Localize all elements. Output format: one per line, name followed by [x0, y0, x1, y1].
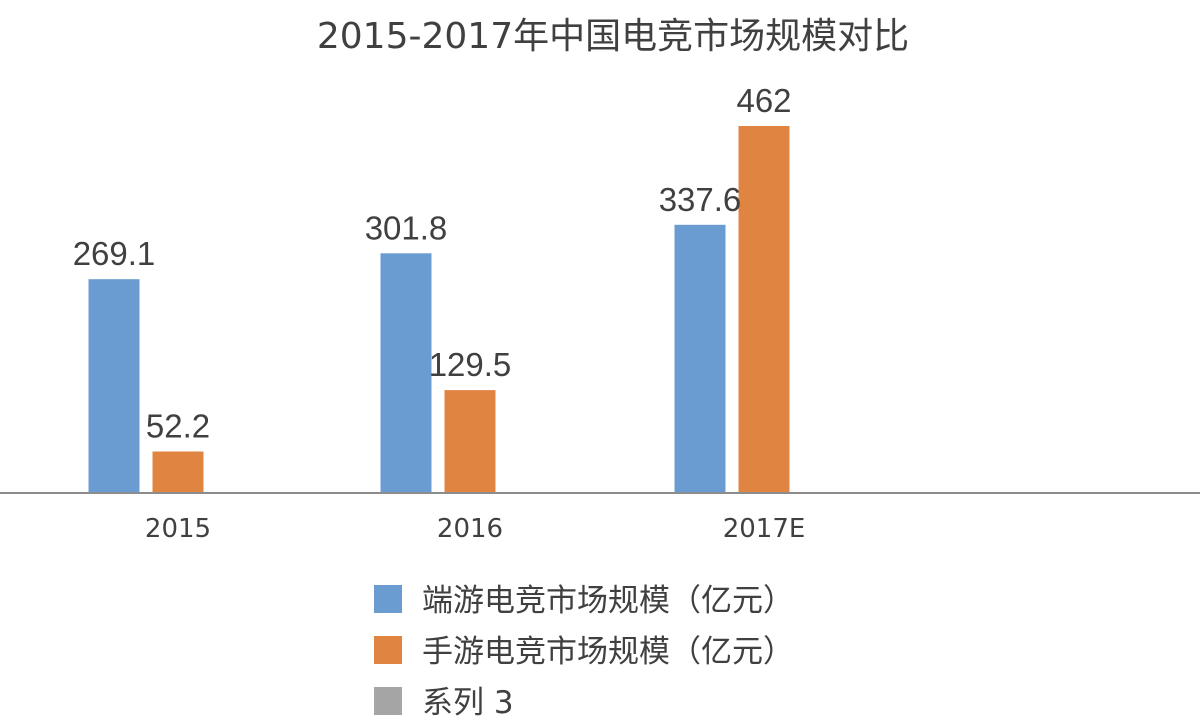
- bar-series2-2017E: [738, 126, 790, 493]
- x-tick-label-2016: 2016: [437, 514, 503, 544]
- data-label-series2-2017E: 462: [736, 82, 791, 119]
- chart-title: 2015-2017年中国电竞市场规模对比: [317, 16, 909, 57]
- legend-label-series3: 系列 3: [422, 685, 514, 721]
- bar-series1-2016: [380, 253, 432, 493]
- legend-swatch-series3: [374, 687, 402, 715]
- data-label-series1-2016: 301.8: [365, 209, 448, 246]
- bar-series1-2017E: [674, 224, 726, 494]
- x-tick-label-2017E: 2017E: [723, 514, 806, 544]
- legend-swatch-series1: [374, 585, 402, 613]
- legend: 端游电竞市场规模（亿元） 手游电竞市场规模（亿元） 系列 3: [374, 583, 794, 721]
- bar-series2-2015: [152, 451, 204, 493]
- data-label-series1-2015: 269.1: [73, 235, 156, 272]
- data-label-series2-2016: 129.5: [429, 346, 512, 383]
- legend-label-series1: 端游电竞市场规模（亿元）: [422, 583, 794, 619]
- bars-layer: [88, 126, 790, 494]
- legend-label-series2: 手游电竞市场规模（亿元）: [422, 634, 794, 670]
- bar-series1-2015: [88, 279, 140, 493]
- bar-series2-2016: [444, 390, 496, 493]
- data-label-series1-2017E: 337.6: [659, 181, 742, 218]
- data-label-series2-2015: 52.2: [146, 408, 210, 445]
- x-tick-labels: 2015 2016 2017E: [145, 514, 805, 544]
- x-tick-label-2015: 2015: [145, 514, 211, 544]
- legend-swatch-series2: [374, 636, 402, 664]
- data-labels-layer: 269.1 301.8 337.6 52.2 129.5 462: [73, 82, 792, 445]
